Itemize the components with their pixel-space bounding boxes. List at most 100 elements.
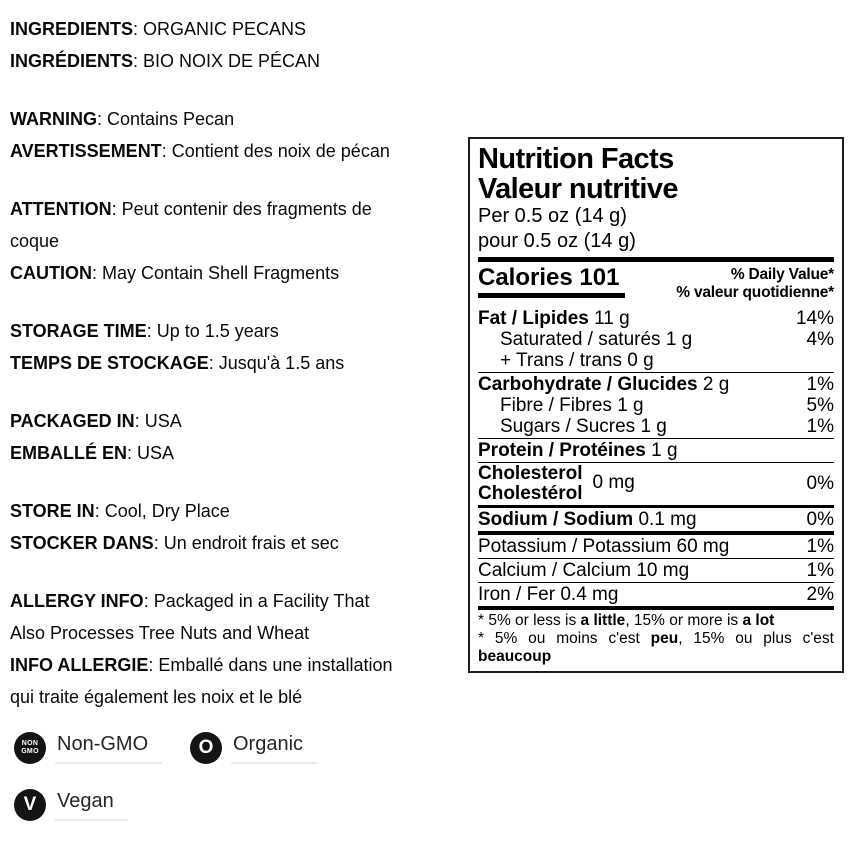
packaged-fr-line: EMBALLÉ EN: USA [10, 437, 393, 469]
nf-row-trans: + Trans / trans 0 g [478, 350, 834, 371]
product-info-column: INGREDIENTS: ORGANIC PECANS INGRÉDIENTS:… [10, 13, 393, 739]
nf-row-iron: Iron / Fer 0.4 mg 2% [478, 584, 834, 605]
packaged-en-line: PACKAGED IN: USA [10, 405, 393, 437]
non-gmo-icon-text: NON [21, 740, 39, 747]
nf-separator [478, 462, 834, 463]
vegan-icon-letter: V [23, 794, 37, 815]
nf-row-sugars: Sugars / Sucres 1 g 1% [478, 416, 834, 437]
nf-row-name: Iron / Fer 0.4 mg [478, 584, 619, 605]
nf-separator [478, 438, 834, 439]
info-line-label: TEMPS DE STOCKAGE [10, 353, 209, 373]
info-line-label: ALLERGY INFO [10, 591, 144, 611]
daily-value-header: % Daily Value* % valeur quotidienne* [676, 265, 834, 302]
organic-icon: O [190, 731, 222, 764]
ingredients-en-line: INGREDIENTS: ORGANIC PECANS [10, 13, 393, 45]
nf-row-name: Protein / Protéines 1 g [478, 440, 678, 461]
serving-size-fr: pour 0.5 oz (14 g) [478, 230, 636, 252]
attention-fr-line-2: coque [10, 225, 393, 257]
nf-row-fat: Fat / Lipides 11 g 14% [478, 308, 834, 329]
allergy-en-line-1: ALLERGY INFO: Packaged in a Facility Tha… [10, 585, 393, 617]
info-line-value: Also Processes Tree Nuts and Wheat [10, 623, 310, 643]
nf-row-name: Sodium / Sodium 0.1 mg [478, 509, 697, 530]
caution-group: ATTENTION: Peut contenir des fragments d… [10, 193, 393, 289]
daily-value-en: % Daily Value* [730, 266, 834, 283]
info-line-value: : Jusqu'à 1.5 ans [208, 353, 345, 373]
info-line-label: STORAGE TIME [10, 321, 147, 341]
nf-separator [478, 505, 834, 508]
nf-row-saturated: Saturated / saturés 1 g 4% [478, 329, 834, 350]
nf-row-name: Potassium / Potassium 60 mg [478, 536, 730, 557]
storage-fr-line: TEMPS DE STOCKAGE: Jusqu'à 1.5 ans [10, 347, 393, 379]
info-line-value: : Packaged in a Facility That [143, 591, 370, 611]
vegan-label: Vegan [55, 788, 128, 821]
nf-row-name: Calcium / Calcium 10 mg [478, 560, 690, 581]
info-line-value: : Up to 1.5 years [146, 321, 279, 341]
allergy-fr-line-2: qui traite également les noix et le blé [10, 681, 393, 713]
nf-row-protein: Protein / Protéines 1 g [478, 440, 834, 461]
info-line-value: : Peut contenir des fragments de [111, 199, 372, 219]
nf-row-name: Sugars / Sucres 1 g [500, 416, 667, 437]
non-gmo-icon: NON GMO [14, 731, 46, 764]
badge-row-2: V Vegan [14, 788, 317, 821]
nf-row-percent: 1% [806, 536, 834, 557]
info-line-label: INGREDIENTS [10, 19, 134, 39]
calories-row: Calories 101 % Daily Value* % valeur quo… [478, 265, 834, 302]
nf-row-potassium: Potassium / Potassium 60 mg 1% [478, 536, 834, 557]
certification-badges: NON GMO Non-GMO O Organic V Vegan [14, 731, 318, 821]
nf-row-name: Carbohydrate / Glucides 2 g [478, 374, 730, 395]
badge-row-1: NON GMO Non-GMO O Organic [14, 731, 318, 764]
nf-row-percent: 1% [806, 560, 834, 581]
serving-size-en: Per 0.5 oz (14 g) [478, 205, 627, 227]
info-line-label: WARNING [10, 109, 97, 129]
nf-separator [478, 606, 834, 610]
info-line-value: : Contains Pecan [97, 109, 235, 129]
nf-row-name: Fibre / Fibres 1 g [500, 395, 644, 416]
vegan-badge: V Vegan [14, 788, 128, 821]
nf-footnote-fr: * 5% ou moins c'est peu, 15% ou plus c'e… [478, 630, 834, 665]
info-line-label: AVERTISSEMENT [10, 141, 162, 161]
attention-fr-line-1: ATTENTION: Peut contenir des fragments d… [10, 193, 393, 225]
nf-row-carbohydrate: Carbohydrate / Glucides 2 g 1% [478, 374, 834, 395]
warning-en-line: WARNING: Contains Pecan [10, 103, 393, 135]
nutrition-title-fr: Valeur nutritive [478, 173, 679, 205]
cholesterol-value: 0 mg [592, 472, 635, 493]
nf-row-percent: 1% [806, 374, 834, 395]
nf-row-percent: 5% [806, 395, 834, 416]
info-line-value: : Cool, Dry Place [94, 501, 230, 521]
storage-en-line: STORAGE TIME: Up to 1.5 years [10, 315, 393, 347]
nf-footnote-en: * 5% or less is a little, 15% or more is… [478, 612, 775, 629]
info-line-value: : Un endroit frais et sec [153, 533, 339, 553]
warning-fr-line: AVERTISSEMENT: Contient des noix de péca… [10, 135, 393, 167]
daily-value-fr: % valeur quotidienne* [676, 284, 834, 301]
nf-row-cholesterol: Cholesterol Cholestérol 0 mg 0% [478, 464, 834, 504]
ingredients-group: INGREDIENTS: ORGANIC PECANS INGRÉDIENTS:… [10, 13, 393, 77]
info-line-label: EMBALLÉ EN [10, 443, 127, 463]
nf-row-name: + Trans / trans 0 g [500, 350, 654, 371]
info-line-value: : Contient des noix de pécan [161, 141, 390, 161]
caution-en-line: CAUTION: May Contain Shell Fragments [10, 257, 393, 289]
ingredients-fr-line: INGRÉDIENTS: BIO NOIX DE PÉCAN [10, 45, 393, 77]
non-gmo-icon-text: GMO [21, 747, 39, 755]
info-line-value: : ORGANIC PECANS [133, 19, 307, 39]
info-line-label: INGRÉDIENTS [10, 51, 134, 71]
nf-row-name: Saturated / saturés 1 g [500, 329, 693, 350]
info-line-value: : Emballé dans une installation [148, 655, 393, 675]
info-line-value: : May Contain Shell Fragments [92, 263, 340, 283]
organic-label: Organic [231, 731, 318, 764]
nf-row-calcium: Calcium / Calcium 10 mg 1% [478, 560, 834, 581]
info-line-value: : BIO NOIX DE PÉCAN [133, 51, 321, 71]
non-gmo-label: Non-GMO [55, 731, 163, 764]
storage-group: STORAGE TIME: Up to 1.5 years TEMPS DE S… [10, 315, 393, 379]
info-line-value: : USA [127, 443, 175, 463]
info-line-label: STOCKER DANS [10, 533, 154, 553]
nf-separator [478, 531, 834, 535]
vegan-icon: V [14, 788, 46, 821]
nf-row-percent: 2% [806, 584, 834, 605]
nf-row-percent: 14% [795, 308, 834, 329]
store-in-group: STORE IN: Cool, Dry Place STOCKER DANS: … [10, 495, 393, 559]
nf-separator [478, 558, 834, 559]
info-line-label: STORE IN [10, 501, 95, 521]
info-line-value: coque [10, 231, 60, 251]
allergy-en-line-2: Also Processes Tree Nuts and Wheat [10, 617, 393, 649]
